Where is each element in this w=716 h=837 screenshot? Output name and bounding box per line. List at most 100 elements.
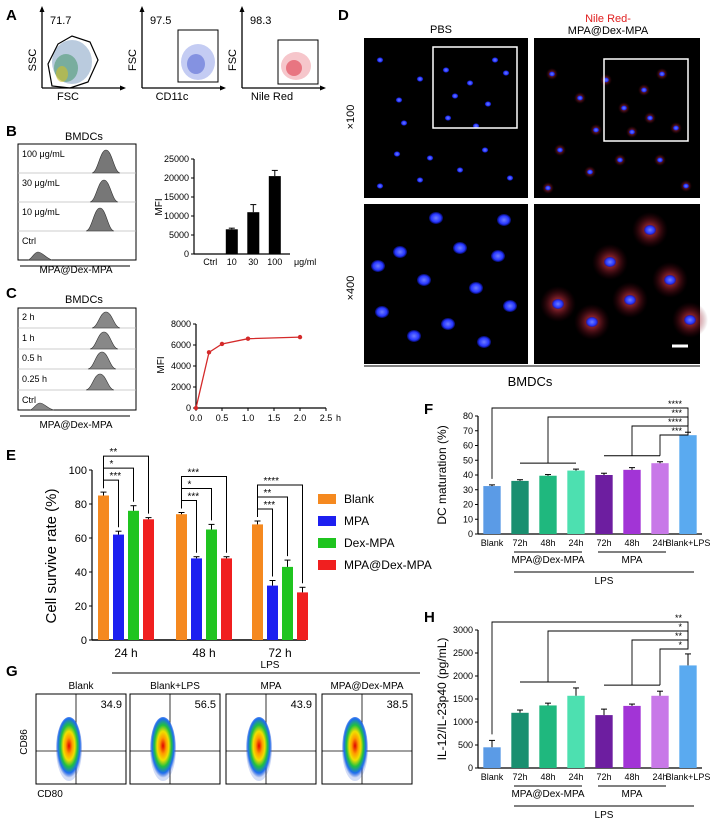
nucleus-dot xyxy=(673,125,679,131)
chart-h-x-label: 24h xyxy=(568,772,583,782)
panel-c-row-3: 0.25 h xyxy=(22,374,47,384)
panel-g-ylabel: CD86 xyxy=(19,729,30,755)
flow-g-value: 34.9 xyxy=(101,699,122,711)
nucleus-dot xyxy=(429,212,443,224)
chart-f-group1: MPA@Dex-MPA xyxy=(511,555,584,566)
nucleus-dot xyxy=(466,80,474,86)
chart-f-x-label: 24h xyxy=(652,538,667,548)
chart-f-y-tick-label: 20 xyxy=(463,500,473,510)
nucleus-dot xyxy=(629,129,635,135)
flow-plot-fsc-ssc: 71.7 FSC SSC xyxy=(27,6,126,103)
nucleus-dot xyxy=(497,214,511,226)
flow-a1-xlabel: FSC xyxy=(57,91,79,103)
panel-b-row-0: 100 μg/mL xyxy=(22,149,65,159)
nucleus-dot xyxy=(683,183,689,189)
nucleus-dot xyxy=(557,147,563,153)
panel-b-row-2: 10 μg/mL xyxy=(22,207,60,217)
chart-h-sig-label: ** xyxy=(675,631,683,641)
chart-b-x-label: 10 xyxy=(227,257,237,267)
chart-f-x-label: 72h xyxy=(512,538,527,548)
chart-b-ylabel: MFI xyxy=(154,198,165,215)
panel-a: 71.7 FSC SSC 97.5 CD11c FSC 98.3 Nile Re xyxy=(27,6,326,103)
chart-e-bar xyxy=(113,534,124,640)
panel-d-microscopy: PBS Nile Red- MPA@Dex-MPA ×100 ×400 BMDC… xyxy=(345,13,708,389)
panel-d-letter: D xyxy=(338,7,349,24)
nucleus-dot xyxy=(659,71,665,77)
nucleus-dot xyxy=(441,318,455,330)
chart-e-sig-bracket xyxy=(103,455,149,514)
panel-b-title: BMDCs xyxy=(65,131,103,143)
panel-b-histograms: BMDCs 100 μg/mL 30 μg/mL 10 μg/mL Ctrl M… xyxy=(17,131,137,276)
chart-f-y-tick-label: 70 xyxy=(463,426,473,436)
panel-g-xlabel: CD80 xyxy=(37,789,63,800)
chart-f-sig-bracket xyxy=(631,425,689,456)
panel-c-histograms: BMDCs 2 h 1 h 0.5 h 0.25 h Ctrl MPA@Dex-… xyxy=(17,294,137,431)
chart-e-sig-label: * xyxy=(188,480,192,491)
chart-e-legend-swatch xyxy=(318,494,336,504)
nucleus-dot xyxy=(453,242,467,254)
chart-h-bar xyxy=(595,715,613,768)
flow-g-value: 56.5 xyxy=(195,699,216,711)
nucleus-dot xyxy=(400,120,408,126)
chart-c-mfi-line: 0 2000 4000 6000 8000 MFI 0.0 0.5 1.0 1.5 2.0 2.5 h xyxy=(156,319,341,423)
chart-e-bar xyxy=(191,558,202,640)
chart-h-sig-label: * xyxy=(678,622,682,632)
chart-h-y-tick-label: 0 xyxy=(468,763,473,773)
chart-e-bar xyxy=(267,585,278,640)
chart-h-bar xyxy=(483,747,501,768)
flow-plot-nile-red: 98.3 Nile Red FSC xyxy=(227,6,326,103)
chart-f-sig-bracket xyxy=(547,416,689,464)
chart-e-bar xyxy=(252,524,263,640)
chart-e-legend-swatch xyxy=(318,538,336,548)
chart-c-xunit: h xyxy=(336,413,341,423)
chart-e-ylabel: Cell survive rate (%) xyxy=(43,488,60,623)
chart-e-legend-swatch xyxy=(318,560,336,570)
panel-d-col1-title: PBS xyxy=(430,24,452,36)
nucleus-dot xyxy=(552,298,564,310)
chart-f-sig-label: *** xyxy=(671,426,682,436)
chart-h-y-tick-label: 500 xyxy=(458,740,473,750)
panel-b-row-1: 30 μg/mL xyxy=(22,178,60,188)
chart-b-bar xyxy=(268,176,281,254)
chart-h-bar xyxy=(511,712,529,768)
flow-a2-ylabel: FSC xyxy=(127,49,139,71)
chart-e-x-label: 48 h xyxy=(192,646,215,660)
chart-f-y-tick-label: 10 xyxy=(463,514,473,524)
flow-g-density xyxy=(342,717,368,781)
flow-plot-cd11c: 97.5 CD11c FSC xyxy=(127,6,226,103)
chart-h-sig-label: * xyxy=(678,640,682,650)
chart-h-y-tick-label: 1500 xyxy=(453,694,473,704)
nucleus-dot xyxy=(577,95,583,101)
flow-g-value: 43.9 xyxy=(291,699,312,711)
nucleus-dot xyxy=(545,185,551,191)
panel-b-xlabel: MPA@Dex-MPA xyxy=(39,265,112,276)
chart-e-bar xyxy=(282,566,293,640)
nucleus-dot xyxy=(604,256,616,268)
flow-a3-value: 98.3 xyxy=(250,15,271,27)
chart-h-y-tick-label: 2000 xyxy=(453,671,473,681)
panel-g-lps: LPS xyxy=(261,660,280,671)
nucleus-dot xyxy=(484,101,492,107)
nucleus-dot xyxy=(506,175,514,181)
chart-b-y-tick-label: 0 xyxy=(184,249,189,259)
chart-e-legend-label: Dex-MPA xyxy=(344,536,394,550)
chart-c-x-tick-label: 1.5 xyxy=(268,413,281,423)
chart-e-y-tick-label: 0 xyxy=(81,635,87,647)
chart-c-point xyxy=(245,336,251,341)
chart-b-y-tick-label: 25000 xyxy=(164,154,189,164)
chart-f-bar xyxy=(539,475,557,534)
panel-c-row-1: 1 h xyxy=(22,333,35,343)
chart-e-sig-label: *** xyxy=(110,471,122,482)
chart-e-sig-label: **** xyxy=(264,476,280,487)
nucleus-dot xyxy=(416,76,424,82)
panel-c-row-2: 0.5 h xyxy=(22,353,42,363)
chart-e-sig-label: *** xyxy=(188,492,200,503)
chart-b-y-tick-label: 15000 xyxy=(164,192,189,202)
flow-g-value: 38.5 xyxy=(387,699,408,711)
panel-c-row-4: Ctrl xyxy=(22,395,36,405)
chart-e-x-label: 72 h xyxy=(268,646,291,660)
nucleus-dot xyxy=(442,67,450,73)
chart-f-bar xyxy=(651,463,669,534)
nucleus-dot xyxy=(586,316,598,328)
chart-f-bar xyxy=(567,470,585,534)
